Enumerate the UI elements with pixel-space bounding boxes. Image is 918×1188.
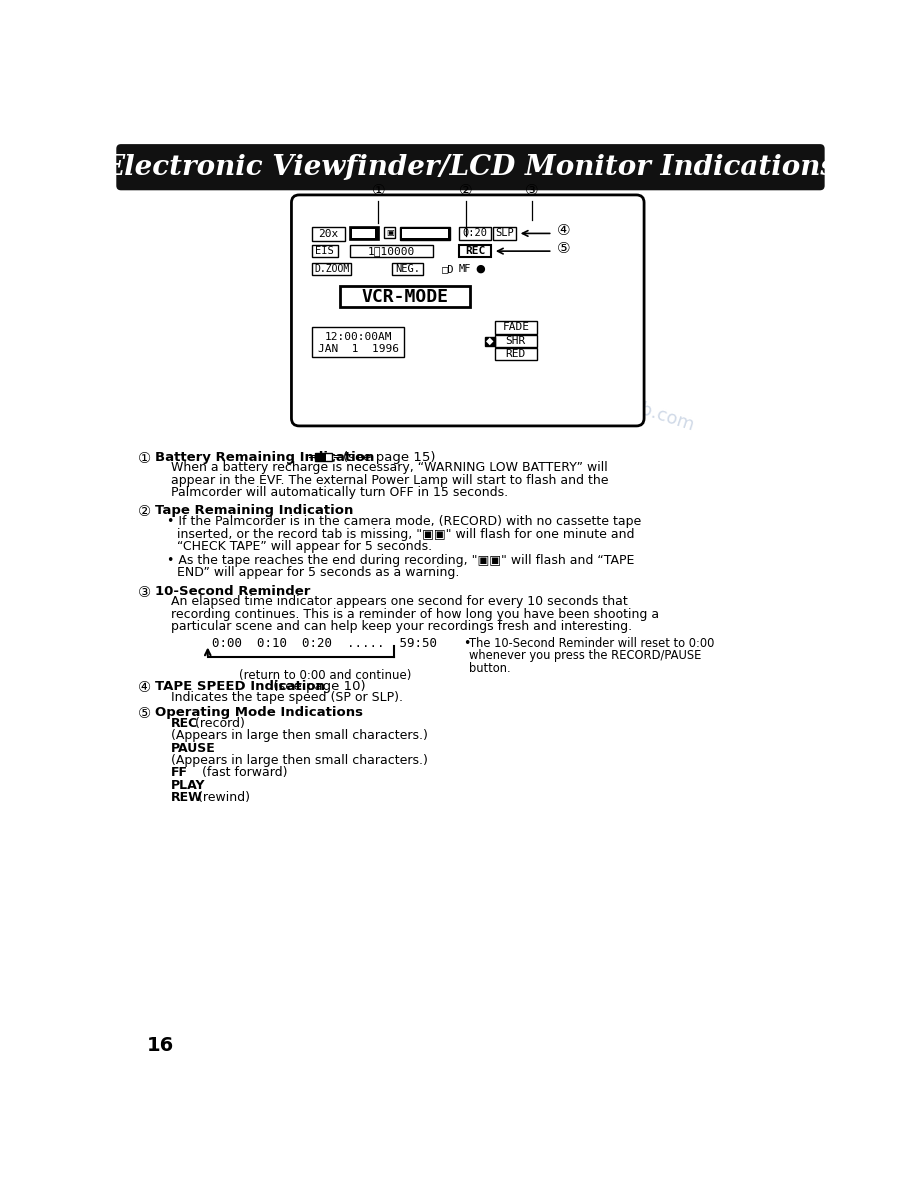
Text: ②: ② <box>138 505 151 519</box>
Text: 10-Second Reminder: 10-Second Reminder <box>155 584 310 598</box>
Bar <box>315 453 331 461</box>
Bar <box>385 227 396 238</box>
Bar <box>312 263 351 274</box>
Text: END” will appear for 5 seconds as a warning.: END” will appear for 5 seconds as a warn… <box>177 565 459 579</box>
Text: REW: REW <box>171 791 203 804</box>
Text: Battery Remaining Indication: Battery Remaining Indication <box>155 450 375 463</box>
Text: button.: button. <box>469 662 510 675</box>
Text: SLP: SLP <box>495 228 514 239</box>
Text: ②: ② <box>459 183 473 198</box>
Bar <box>352 229 375 238</box>
Text: (see page 15): (see page 15) <box>342 450 435 463</box>
Text: (rewind): (rewind) <box>194 791 250 804</box>
Text: TAPE SPEED Indication: TAPE SPEED Indication <box>155 680 325 693</box>
Text: whenever you press the RECORD/PAUSE: whenever you press the RECORD/PAUSE <box>469 649 701 662</box>
Text: •: • <box>463 637 470 650</box>
Text: manualslib.com: manualslib.com <box>555 374 697 435</box>
Text: Indicates the tape speed (SP or SLP).: Indicates the tape speed (SP or SLP). <box>171 690 403 703</box>
Bar <box>312 227 345 241</box>
Text: • As the tape reaches the end during recording, "▣▣" will flash and “TAPE: • As the tape reaches the end during rec… <box>167 554 634 567</box>
Bar <box>459 245 491 258</box>
Text: 1⁄10000: 1⁄10000 <box>368 246 415 257</box>
Text: ⑤: ⑤ <box>556 240 570 255</box>
Text: 0:20: 0:20 <box>463 228 487 239</box>
Text: • If the Palmcorder is in the camera mode, (RECORD) with no cassette tape: • If the Palmcorder is in the camera mod… <box>167 516 641 529</box>
Bar <box>350 245 433 258</box>
Text: SHR: SHR <box>506 336 526 346</box>
Text: The 10-Second Reminder will reset to 0:00: The 10-Second Reminder will reset to 0:0… <box>469 637 714 650</box>
Text: ④: ④ <box>556 223 570 238</box>
Bar <box>350 227 379 240</box>
Text: (Appears in large then small characters.): (Appears in large then small characters.… <box>171 729 428 742</box>
Bar <box>486 336 495 346</box>
Text: ①: ① <box>138 450 151 466</box>
Bar <box>402 229 448 238</box>
Text: (see page 10): (see page 10) <box>269 680 365 693</box>
Text: ③: ③ <box>138 584 151 600</box>
Text: Palmcorder will automatically turn OFF in 15 seconds.: Palmcorder will automatically turn OFF i… <box>171 486 508 499</box>
Text: ▣: ▣ <box>386 228 394 238</box>
Text: “CHECK TAPE” will appear for 5 seconds.: “CHECK TAPE” will appear for 5 seconds. <box>177 539 431 552</box>
Text: Electronic Viewfinder/LCD Monitor Indications: Electronic Viewfinder/LCD Monitor Indica… <box>104 153 837 181</box>
Bar <box>340 286 470 308</box>
Text: NEG.: NEG. <box>396 264 420 274</box>
Text: REC: REC <box>465 246 486 257</box>
Bar <box>459 227 491 240</box>
Bar <box>315 453 326 461</box>
Text: recording continues. This is a reminder of how long you have been shooting a: recording continues. This is a reminder … <box>171 607 659 620</box>
Text: particular scene and can help keep your recordings fresh and interesting.: particular scene and can help keep your … <box>171 620 632 633</box>
Text: FADE: FADE <box>502 322 530 333</box>
Text: inserted, or the record tab is missing, "▣▣" will flash for one minute and: inserted, or the record tab is missing, … <box>177 527 634 541</box>
Text: ◆: ◆ <box>487 336 494 346</box>
Text: VCR-MODE: VCR-MODE <box>361 287 448 305</box>
Text: (Appears in large then small characters.): (Appears in large then small characters.… <box>171 754 428 767</box>
Text: REC: REC <box>171 718 197 729</box>
Text: Operating Mode Indications: Operating Mode Indications <box>155 706 363 719</box>
Bar <box>495 348 537 360</box>
Bar <box>495 321 537 334</box>
Text: ⑤: ⑤ <box>138 706 151 721</box>
FancyBboxPatch shape <box>117 144 824 190</box>
Bar <box>312 245 338 258</box>
FancyBboxPatch shape <box>291 195 644 426</box>
Text: When a battery recharge is necessary, “WARNING LOW BATTERY” will: When a battery recharge is necessary, “W… <box>171 461 608 474</box>
Text: FF: FF <box>171 766 187 779</box>
Bar <box>312 328 404 356</box>
Bar <box>392 263 423 274</box>
Bar <box>400 227 451 240</box>
Text: D.ZOOM: D.ZOOM <box>314 264 350 274</box>
Text: ══: ══ <box>308 451 323 465</box>
Bar <box>493 227 516 240</box>
Text: 0:00  0:10  0:20  .....  59:50: 0:00 0:10 0:20 ..... 59:50 <box>212 637 437 650</box>
Text: JAN  1  1996: JAN 1 1996 <box>318 343 398 354</box>
Text: (return to 0:00 and continue): (return to 0:00 and continue) <box>239 669 411 682</box>
Text: An elapsed time indicator appears one second for every 10 seconds that: An elapsed time indicator appears one se… <box>171 595 627 608</box>
Text: PAUSE: PAUSE <box>171 741 216 754</box>
Text: □D: □D <box>442 264 454 274</box>
Text: ═: ═ <box>333 451 341 465</box>
Text: Tape Remaining Indication: Tape Remaining Indication <box>155 505 353 518</box>
Text: 12:00:00AM: 12:00:00AM <box>324 331 392 342</box>
Text: ④: ④ <box>138 680 151 695</box>
Text: (fast forward): (fast forward) <box>186 766 287 779</box>
Text: (record): (record) <box>191 718 244 729</box>
Bar <box>495 335 537 347</box>
Text: 20x: 20x <box>319 229 339 239</box>
Text: 16: 16 <box>147 1036 174 1055</box>
Text: MF: MF <box>459 264 471 274</box>
Text: appear in the EVF. The external Power Lamp will start to flash and the: appear in the EVF. The external Power La… <box>171 474 608 487</box>
Text: PLAY: PLAY <box>171 778 205 791</box>
Text: ①: ① <box>372 183 385 198</box>
Text: ●: ● <box>476 264 486 274</box>
Text: RED: RED <box>506 349 526 359</box>
Text: EIS: EIS <box>316 246 334 257</box>
Text: ③: ③ <box>525 183 539 198</box>
